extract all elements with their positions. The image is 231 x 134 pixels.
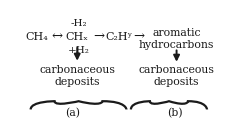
Text: (a): (a) — [65, 108, 80, 119]
Text: +H₂: +H₂ — [68, 46, 90, 55]
Text: CH₄: CH₄ — [26, 32, 48, 42]
Text: CHₓ: CHₓ — [66, 32, 89, 42]
Text: aromatic
hydrocarbons: aromatic hydrocarbons — [139, 29, 214, 50]
Text: carbonaceous
deposits: carbonaceous deposits — [39, 65, 115, 87]
Text: -H₂: -H₂ — [71, 19, 87, 28]
Text: (b): (b) — [167, 108, 182, 119]
Text: ↔: ↔ — [51, 30, 62, 43]
Text: C₂Hʸ: C₂Hʸ — [106, 32, 133, 42]
Text: →: → — [93, 30, 104, 43]
Text: →: → — [134, 30, 145, 43]
Text: carbonaceous
deposits: carbonaceous deposits — [139, 65, 215, 87]
